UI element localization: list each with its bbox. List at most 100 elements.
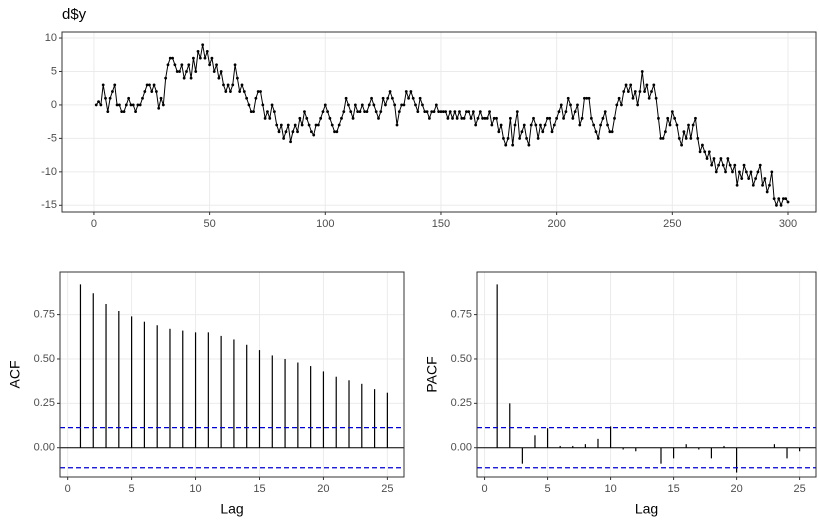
data-point bbox=[680, 143, 683, 147]
data-point bbox=[108, 96, 112, 100]
data-point bbox=[701, 143, 704, 147]
data-point bbox=[344, 96, 348, 100]
data-point bbox=[363, 110, 367, 114]
data-point bbox=[409, 90, 413, 93]
data-point bbox=[333, 130, 336, 134]
data-point bbox=[689, 136, 693, 140]
data-point bbox=[286, 123, 290, 127]
data-point bbox=[414, 103, 417, 107]
x-tick-label: 0 bbox=[91, 218, 97, 230]
data-point bbox=[377, 116, 380, 120]
data-point bbox=[495, 116, 498, 120]
data-point bbox=[587, 96, 591, 100]
data-point bbox=[136, 103, 140, 107]
data-point bbox=[751, 183, 755, 187]
data-point bbox=[490, 123, 494, 127]
x-tick-label: 0 bbox=[481, 483, 487, 495]
panel-border bbox=[476, 271, 817, 478]
data-point bbox=[441, 110, 445, 114]
data-point bbox=[254, 96, 258, 100]
data-point bbox=[578, 123, 582, 127]
x-tick-label: 300 bbox=[779, 218, 797, 230]
data-point bbox=[185, 70, 188, 73]
data-point bbox=[238, 90, 242, 93]
data-point bbox=[277, 130, 281, 134]
data-point bbox=[545, 116, 549, 120]
data-point bbox=[330, 123, 334, 127]
data-point bbox=[175, 70, 179, 73]
data-point bbox=[347, 103, 350, 107]
data-point bbox=[650, 90, 653, 93]
data-point bbox=[647, 96, 651, 100]
data-point bbox=[677, 136, 681, 140]
data-point bbox=[397, 110, 401, 114]
y-tick-label: 0.50 bbox=[451, 353, 472, 365]
data-point bbox=[372, 103, 376, 107]
data-point bbox=[217, 76, 221, 80]
data-point bbox=[342, 110, 346, 114]
data-point bbox=[141, 96, 144, 100]
data-point bbox=[208, 63, 212, 67]
data-point bbox=[115, 103, 119, 107]
data-point bbox=[696, 136, 700, 140]
data-point bbox=[583, 96, 586, 100]
panel-border bbox=[61, 31, 817, 213]
data-point bbox=[314, 123, 318, 127]
data-point bbox=[483, 116, 487, 120]
data-point bbox=[187, 63, 191, 67]
x-axis-label: Lag bbox=[635, 501, 658, 517]
data-point bbox=[613, 116, 616, 120]
data-point bbox=[744, 170, 748, 174]
data-point bbox=[617, 96, 621, 100]
data-point bbox=[404, 90, 408, 93]
data-point bbox=[580, 116, 584, 120]
data-point bbox=[668, 123, 672, 127]
x-tick-label: 20 bbox=[317, 483, 329, 495]
data-point bbox=[233, 63, 237, 67]
x-tick-label: 150 bbox=[432, 218, 450, 230]
data-point bbox=[351, 116, 355, 120]
data-point bbox=[249, 110, 253, 114]
data-point bbox=[131, 103, 135, 107]
data-point bbox=[541, 130, 545, 134]
data-point bbox=[733, 163, 737, 167]
data-point bbox=[522, 123, 526, 127]
data-point bbox=[624, 83, 628, 87]
data-point bbox=[601, 116, 605, 120]
data-point bbox=[379, 110, 383, 114]
data-point bbox=[425, 110, 429, 114]
data-point bbox=[768, 183, 771, 187]
data-point bbox=[661, 136, 665, 140]
y-axis-label: PACF bbox=[424, 356, 440, 392]
data-point bbox=[275, 123, 279, 127]
y-tick-label: 0.75 bbox=[451, 309, 472, 321]
data-point bbox=[148, 83, 151, 87]
data-point bbox=[266, 110, 269, 114]
x-tick-label: 200 bbox=[547, 218, 565, 230]
data-point bbox=[640, 70, 644, 73]
data-point bbox=[712, 157, 716, 160]
y-tick-label: 0.50 bbox=[34, 353, 55, 365]
data-point bbox=[476, 116, 480, 120]
data-point bbox=[559, 103, 563, 107]
data-point bbox=[536, 136, 540, 140]
data-point bbox=[740, 177, 744, 180]
data-point bbox=[555, 116, 559, 120]
data-point bbox=[758, 163, 762, 167]
data-point bbox=[400, 103, 404, 107]
data-point bbox=[663, 130, 667, 134]
x-tick-label: 10 bbox=[189, 483, 201, 495]
data-point bbox=[620, 103, 623, 107]
data-point bbox=[448, 110, 452, 114]
data-point bbox=[143, 90, 147, 93]
data-point bbox=[529, 123, 533, 127]
data-point bbox=[499, 123, 503, 127]
data-point bbox=[323, 103, 327, 107]
data-point bbox=[518, 136, 522, 140]
data-point bbox=[152, 83, 156, 87]
data-point bbox=[416, 110, 420, 114]
data-point bbox=[194, 70, 198, 73]
chart-title: d$y bbox=[62, 6, 87, 23]
data-point bbox=[229, 90, 232, 93]
